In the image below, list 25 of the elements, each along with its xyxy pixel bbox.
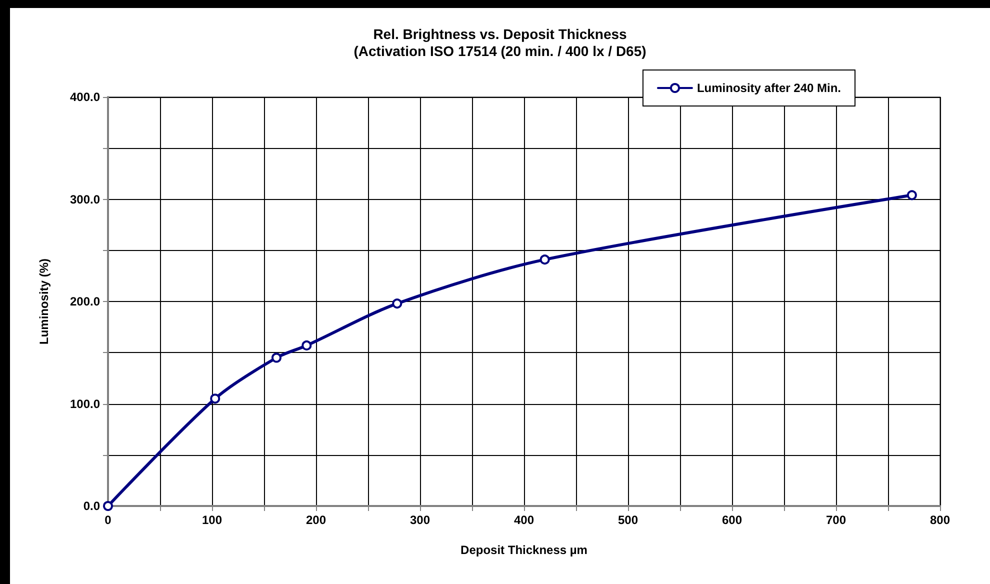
x-tick-label: 500 (618, 513, 638, 527)
y-tick-label: 100.0 (70, 396, 100, 411)
point (302, 340, 312, 350)
y-axis-title: Luminosity (%) (37, 258, 51, 344)
x-tick-label: 600 (722, 513, 742, 527)
point (392, 298, 402, 309)
y-tick-label: 300.0 (70, 192, 100, 206)
point (271, 352, 282, 363)
point (540, 254, 550, 265)
chart-title: Rel. Brightness vs. Deposit Thickness (373, 26, 628, 42)
chart-subtitle: (Activation ISO 17514 (20 min. / 400 lx / D65) (354, 43, 646, 59)
point (210, 394, 220, 404)
x-tick-label: 200 (306, 513, 326, 527)
x-tick-label: 800 (930, 513, 950, 527)
x-tick-label: 400 (514, 513, 534, 527)
x-axis-title: Deposit Thickness µm (460, 543, 588, 557)
y-tick-label: 400.0 (70, 90, 100, 104)
x-tick-label: 100 (202, 513, 222, 527)
y-tick-label: 200.0 (70, 294, 100, 308)
x-tick-label: 700 (826, 513, 846, 527)
y-tick-label: 0.0 (83, 499, 100, 513)
x-tick-label: 300 (410, 513, 430, 527)
legend-label: Luminosity after 240 Min. (696, 81, 841, 95)
x-tick-label: 0 (104, 513, 112, 527)
point (906, 190, 917, 200)
